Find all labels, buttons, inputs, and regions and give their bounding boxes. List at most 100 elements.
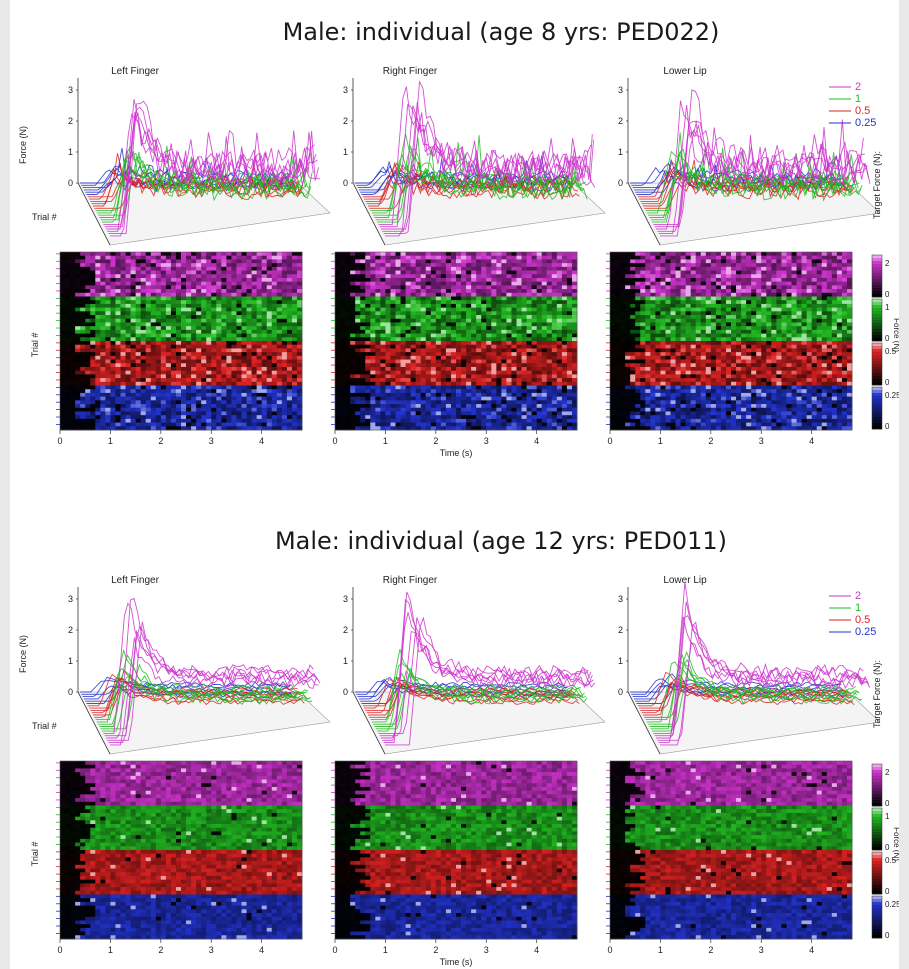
heat-cell: [506, 255, 512, 260]
heat-cell: [75, 355, 81, 360]
heat-cell: [561, 341, 568, 346]
heat-cell: [466, 344, 472, 349]
heat-cell: [90, 311, 96, 316]
heat-cell: [385, 341, 391, 346]
heat-cell: [471, 344, 477, 349]
heat-cell: [425, 396, 432, 401]
heat-cell: [476, 348, 482, 353]
heat-cell: [60, 333, 66, 338]
heat-cell: [610, 259, 616, 264]
heat-cell: [461, 426, 467, 431]
heat-cell: [186, 404, 192, 409]
heat-cell: [521, 270, 527, 275]
heat-cell: [256, 415, 263, 420]
heat-cell: [456, 296, 462, 301]
heat-cell: [450, 348, 457, 353]
heat-cell: [110, 270, 116, 275]
heat-cell: [471, 255, 477, 260]
heat-cell: [435, 370, 442, 375]
heat-cell: [481, 289, 487, 294]
heat-cell: [410, 274, 417, 279]
heat-cell: [216, 252, 222, 257]
heat-cell: [440, 263, 447, 268]
heat-cell: [115, 263, 121, 268]
heat-cell: [115, 370, 121, 375]
heat-cell: [506, 370, 512, 375]
heat-cell: [60, 252, 66, 257]
heat-cell: [236, 263, 242, 268]
heat-cell: [456, 274, 462, 279]
heat-cell: [236, 285, 242, 290]
heat-cell: [400, 337, 406, 342]
heat-cell: [496, 270, 502, 275]
heat-cell: [130, 411, 137, 416]
heat-cell: [100, 344, 106, 349]
heat-cell: [751, 252, 757, 257]
heat-cell: [506, 277, 512, 283]
heat-cell: [375, 415, 381, 420]
heat-cell: [640, 255, 646, 260]
heat-cell: [296, 322, 303, 327]
heat-cell: [501, 407, 507, 412]
heat-cell: [175, 426, 182, 431]
heat-cell: [276, 418, 283, 423]
heat-cell: [261, 296, 268, 301]
heat-cell: [400, 344, 406, 349]
heat-cell: [461, 381, 467, 386]
heat-cell: [476, 315, 482, 320]
heat-cell: [296, 381, 303, 386]
heat-cell: [556, 311, 563, 316]
heat-cell: [481, 352, 487, 357]
heat-cell: [100, 303, 106, 309]
heat-cell: [75, 426, 81, 431]
heat-cell: [246, 292, 252, 297]
heat-cell: [496, 385, 502, 390]
heat-cell: [296, 370, 303, 375]
heat-cell: [481, 411, 487, 416]
heat-cell: [125, 370, 131, 375]
heat-cell: [135, 374, 142, 379]
heat-cell: [296, 411, 303, 416]
heat-cell: [271, 307, 278, 312]
heat-cell: [80, 318, 86, 323]
heat-cell: [685, 252, 692, 257]
heat-cell: [400, 259, 406, 264]
heat-cell: [286, 355, 293, 360]
heat-cell: [65, 407, 71, 412]
heat-cell: [70, 381, 76, 386]
heat-cell: [551, 281, 558, 286]
heat-cell: [110, 355, 116, 360]
heat-cell: [435, 426, 442, 431]
heat-cell: [105, 404, 111, 409]
heat-cell: [231, 415, 237, 420]
heat-cell: [400, 404, 406, 409]
heat-cell: [511, 355, 517, 360]
heat-cell: [60, 374, 66, 379]
heat-cell: [526, 315, 533, 320]
heat-cell: [236, 411, 242, 416]
heat-cell: [365, 341, 371, 346]
heat-cell: [476, 252, 482, 257]
heat-cell: [450, 415, 457, 420]
heat-cell: [501, 263, 507, 268]
heat-cell: [360, 426, 366, 431]
heat-cell: [526, 355, 533, 360]
heat-cell: [806, 252, 813, 257]
heat-cell: [481, 303, 487, 309]
heat-cell: [566, 363, 573, 368]
heat-cell: [196, 333, 202, 338]
heat-cell: [231, 333, 237, 338]
heat-cell: [100, 366, 106, 372]
heat-cell: [340, 266, 346, 271]
heat-cell: [781, 252, 787, 257]
heat-cell: [496, 370, 502, 375]
heat-cell: [551, 400, 558, 405]
heat-cell: [491, 337, 497, 342]
heat-cell: [345, 411, 351, 416]
heat-cell: [456, 270, 462, 275]
heat-cell: [186, 392, 192, 398]
heat-cell: [115, 404, 121, 409]
heat-cell: [360, 274, 366, 279]
heat-cell: [105, 366, 111, 372]
heat-cell: [120, 366, 126, 372]
